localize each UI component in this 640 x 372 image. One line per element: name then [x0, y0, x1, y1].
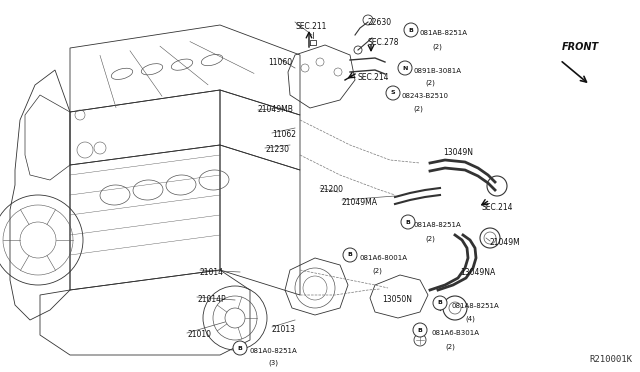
Circle shape — [343, 248, 357, 262]
Text: 21200: 21200 — [320, 185, 344, 194]
Circle shape — [233, 341, 247, 355]
Text: 08243-B2510: 08243-B2510 — [401, 93, 448, 99]
Text: (2): (2) — [372, 268, 382, 275]
Text: B: B — [417, 327, 422, 333]
Text: 081AB-8251A: 081AB-8251A — [420, 30, 468, 36]
Text: FRONT: FRONT — [562, 42, 599, 52]
Text: 11060: 11060 — [268, 58, 292, 67]
Text: (2): (2) — [432, 43, 442, 49]
Text: B: B — [408, 28, 413, 32]
Circle shape — [386, 86, 400, 100]
Text: B: B — [438, 301, 442, 305]
Text: B: B — [348, 253, 353, 257]
Text: 13049NA: 13049NA — [460, 268, 495, 277]
Text: B: B — [237, 346, 243, 350]
Text: B: B — [406, 219, 410, 224]
Text: R210001K: R210001K — [589, 355, 632, 364]
Text: 21049MA: 21049MA — [342, 198, 378, 207]
Circle shape — [398, 61, 412, 75]
Text: (2): (2) — [413, 106, 423, 112]
Text: N: N — [403, 65, 408, 71]
Circle shape — [433, 296, 447, 310]
Text: SEC.214: SEC.214 — [482, 203, 513, 212]
Text: 081A6-B301A: 081A6-B301A — [432, 330, 480, 336]
Text: 21049M: 21049M — [490, 238, 521, 247]
Text: (4): (4) — [465, 316, 475, 323]
Circle shape — [401, 215, 415, 229]
Text: 21013: 21013 — [272, 325, 296, 334]
Text: 21049MB: 21049MB — [258, 105, 294, 114]
Text: 13049N: 13049N — [443, 148, 473, 157]
Text: 0891B-3081A: 0891B-3081A — [413, 68, 461, 74]
Circle shape — [413, 323, 427, 337]
Text: S: S — [390, 90, 396, 96]
Text: 21230: 21230 — [265, 145, 289, 154]
Text: 21010: 21010 — [187, 330, 211, 339]
Text: 13050N: 13050N — [382, 295, 412, 304]
Text: (2): (2) — [425, 80, 435, 87]
Text: 21014P: 21014P — [197, 295, 226, 304]
Text: 081A6-8001A: 081A6-8001A — [360, 255, 408, 261]
Text: SEC.214: SEC.214 — [358, 73, 390, 82]
Circle shape — [404, 23, 418, 37]
Text: 21014: 21014 — [200, 268, 224, 277]
Text: SEC.211: SEC.211 — [295, 22, 326, 31]
Text: 22630: 22630 — [367, 18, 391, 27]
Text: 11062: 11062 — [272, 130, 296, 139]
Text: (3): (3) — [268, 360, 278, 366]
Text: 081A8-8251A: 081A8-8251A — [413, 222, 461, 228]
Text: (2): (2) — [425, 235, 435, 241]
Text: (2): (2) — [445, 343, 455, 350]
Text: 081A8-8251A: 081A8-8251A — [452, 303, 500, 309]
Text: 081A0-8251A: 081A0-8251A — [250, 348, 298, 354]
Text: SEC.278: SEC.278 — [367, 38, 399, 47]
